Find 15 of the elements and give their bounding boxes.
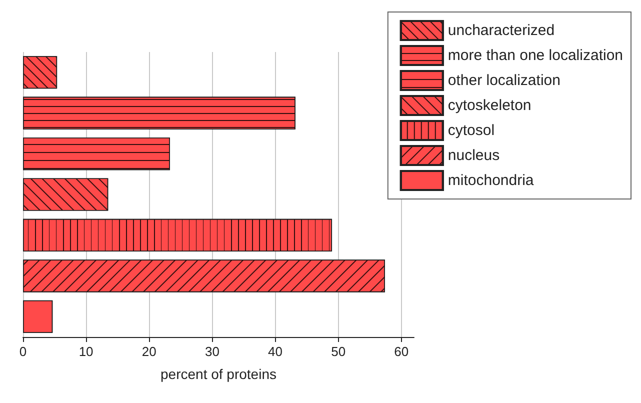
legend-label: more than one localization	[448, 47, 623, 64]
x-tick-label: 60	[394, 344, 409, 359]
x-tick-label: 0	[19, 344, 27, 359]
x-tick-label: 10	[78, 344, 94, 359]
legend-label: uncharacterized	[448, 22, 555, 39]
legend-label: other localization	[448, 72, 560, 89]
legend-label: mitochondria	[448, 172, 534, 189]
x-tick-label: 20	[142, 344, 156, 359]
legend-label: cytoskeleton	[448, 97, 532, 114]
legend-label: nucleus	[448, 147, 500, 164]
x-axis-title: percent of proteins	[160, 366, 276, 382]
legend-label: cytosol	[448, 122, 495, 139]
x-tick-label: 40	[268, 344, 282, 359]
x-tick-label: 50	[331, 344, 346, 359]
x-tick-label: 30	[204, 344, 220, 359]
